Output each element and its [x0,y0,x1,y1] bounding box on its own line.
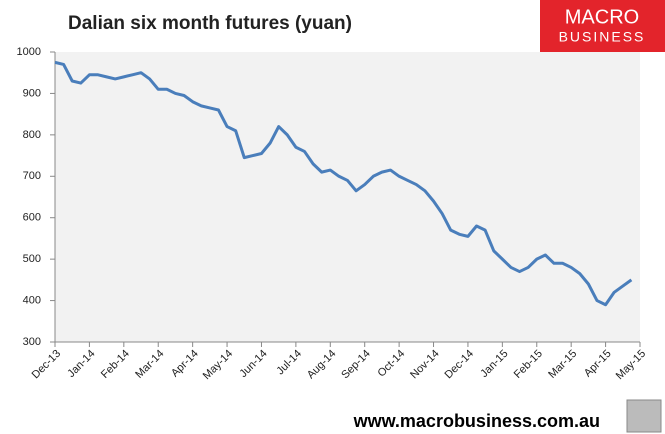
chart-title: Dalian six month futures (yuan) [68,13,352,34]
x-tick-label: May-15 [614,348,648,382]
data-line [54,60,633,307]
y-tick-label: 900 [23,87,41,99]
x-tick-label: May-14 [201,348,235,382]
y-tick-label: 800 [23,129,41,141]
x-tick-label: Feb-15 [512,348,545,381]
logo-text: MACRO [565,6,639,28]
y-tick-label: 400 [23,294,41,306]
y-tick-label: 500 [23,253,41,265]
y-tick-label: 700 [23,170,41,182]
x-tick-label: Feb-14 [99,348,132,381]
x-tick-label: Nov-14 [408,348,442,382]
y-tick-label: 600 [23,212,41,224]
x-tick-label: Mar-15 [546,348,579,381]
wolf-icon [626,399,662,433]
x-tick-label: Mar-14 [133,348,166,381]
x-tick-label: Oct-14 [375,348,407,380]
x-tick-label: Aug-14 [305,348,339,382]
x-tick-label: Apr-15 [582,348,614,380]
x-tick-label: Jul-14 [274,348,304,378]
y-tick-label: 300 [23,336,41,348]
logo-box [540,0,665,52]
footer: www.macrobusiness.com.au [353,411,600,431]
logo-text: BUSINESS [559,29,646,45]
x-tick-label: Apr-14 [169,348,201,380]
plot-area [55,52,640,342]
x-tick-label: Dec-13 [30,348,64,382]
x-tick-label: Dec-14 [443,348,477,382]
x-tick-label: Jan-15 [478,348,510,380]
x-tick-label: Jun-14 [237,348,269,380]
y-tick-label: 1000 [17,46,41,58]
x-tick-label: Jan-14 [65,348,97,380]
x-tick-label: Sep-14 [339,348,373,382]
